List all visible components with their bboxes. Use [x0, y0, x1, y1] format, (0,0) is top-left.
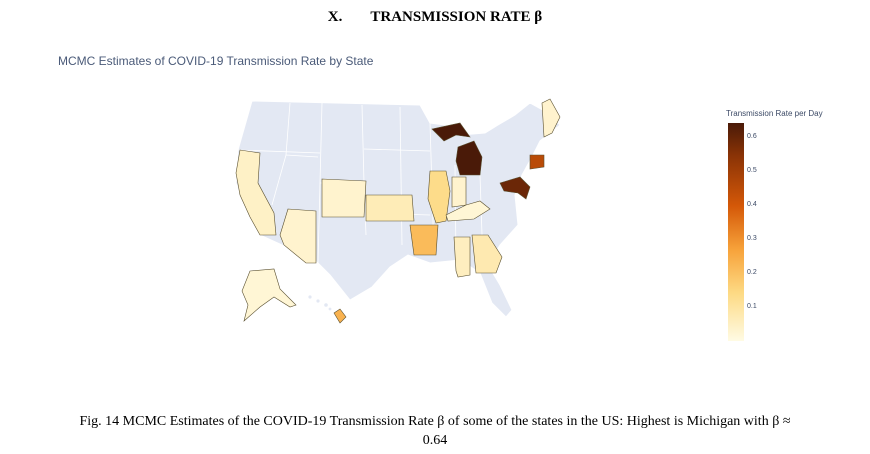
state-michigan [431, 122, 483, 176]
colorbar-tick: 0.4 [747, 200, 757, 208]
state-kentucky [445, 200, 491, 222]
state-connecticut [529, 154, 545, 170]
us-choropleth-map [235, 98, 561, 324]
colorbar-tick: 0.1 [747, 302, 757, 310]
state-california [235, 149, 277, 236]
state-alabama [453, 236, 471, 278]
colorbar-gradient [728, 123, 744, 341]
colorbar: Transmission Rate per Day 0.6 0.5 0.4 0.3 0.… [726, 109, 836, 349]
state-kansas [365, 194, 415, 222]
colorbar-tick: 0.3 [747, 234, 757, 242]
colorbar-title: Transmission Rate per Day [726, 109, 823, 118]
colorbar-tick: 0.6 [747, 132, 757, 140]
section-number: X. [327, 9, 343, 25]
colored-states [235, 98, 561, 324]
section-title: TRANSMISSION RATE β [370, 9, 543, 25]
chart-title: MCMC Estimates of COVID-19 Transmission … [58, 54, 374, 68]
state-arkansas [409, 224, 439, 256]
state-indiana [451, 176, 467, 208]
hawaii-small-islands [308, 295, 332, 311]
colorbar-tick: 0.2 [747, 268, 757, 276]
caption-line-1: Fig. 14 MCMC Estimates of the COVID-19 T… [79, 414, 791, 429]
colorbar-tick: 0.5 [747, 166, 757, 174]
state-maryland [499, 176, 531, 200]
state-arizona [279, 208, 317, 264]
state-illinois [427, 170, 451, 224]
state-georgia [471, 234, 503, 274]
figure-caption: Fig. 14 MCMC Estimates of the COVID-19 T… [0, 412, 870, 450]
state-wyoming [321, 178, 367, 218]
state-hawaii [333, 308, 347, 324]
caption-line-2: 0.64 [422, 433, 448, 448]
state-maine [541, 98, 561, 138]
section-heading: X. TRANSMISSION RATE β [0, 9, 870, 26]
state-alaska [241, 268, 297, 322]
